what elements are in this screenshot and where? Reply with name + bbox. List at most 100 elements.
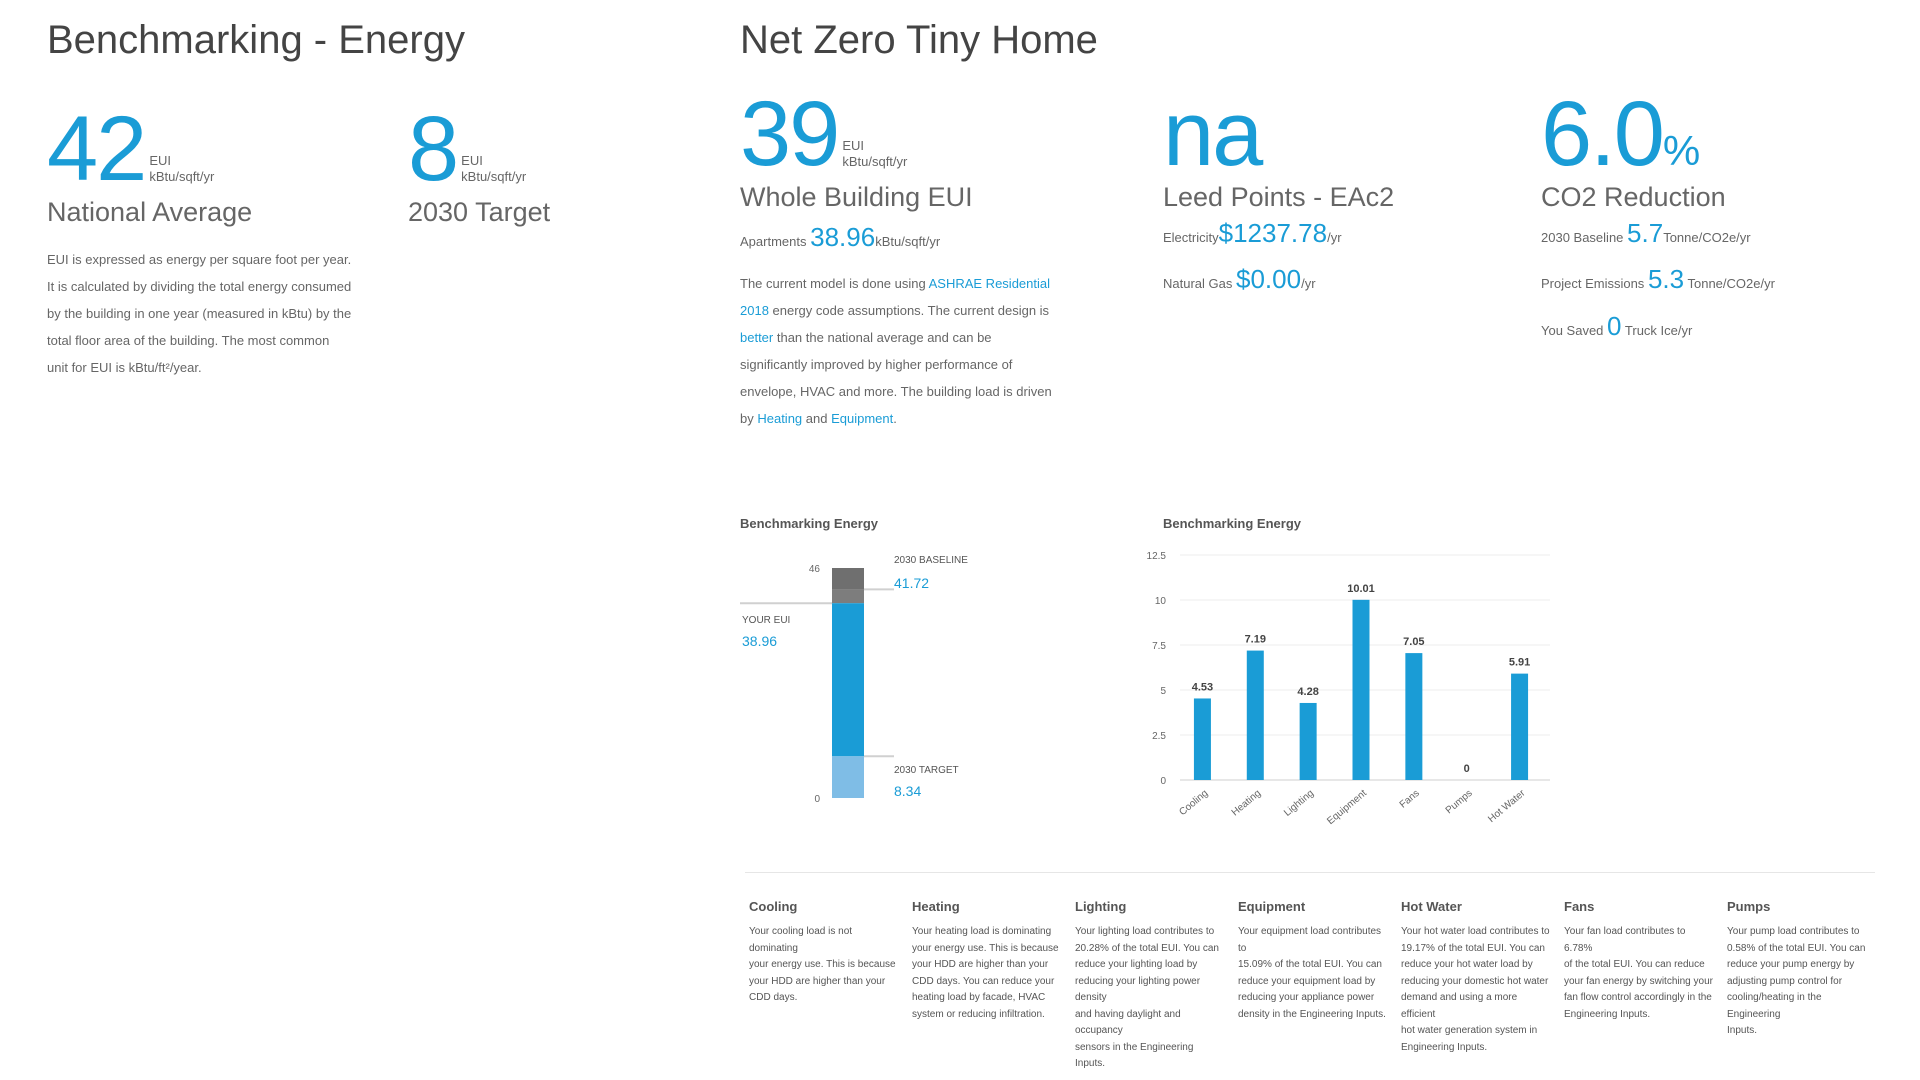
target-2030-label: 2030 Target	[408, 197, 551, 227]
tip-line: reduce your hot water load by	[1401, 959, 1533, 970]
tip-text: Your hot water load contributes to 19.17%…	[1401, 924, 1551, 1056]
tip-title: Pumps	[1727, 899, 1771, 914]
tip-title: Cooling	[749, 899, 798, 914]
tip-line: fan flow control accordingly in the	[1564, 992, 1712, 1003]
end-use-bar-chart: 0 2.5 5 7.5 10 12.5 4.53 Cooling 7.19 Heating 4.28…	[1147, 551, 1550, 827]
baseline-emissions: 2030 Baseline 5.7Tonne/CO2e/yr	[1541, 218, 1751, 248]
better-link[interactable]: better	[740, 330, 774, 345]
tip-lighting: Lighting Your lighting load contributes t…	[1075, 899, 1225, 1073]
co2-reduction-label: CO2 Reduction	[1541, 182, 1726, 212]
tip-fans: Fans Your fan load contributes to 6.78% of…	[1564, 899, 1714, 1023]
stack-bar-baseline-cap	[832, 568, 864, 590]
tip-line: 19.17% of the total EUI. You can	[1401, 942, 1545, 954]
national-average-kpi: 42 EUI kBtu/sqft/yr National Average	[47, 103, 252, 228]
national-average-value: 42	[47, 98, 147, 200]
ashrae-link[interactable]: ASHRAE Residential	[928, 276, 1050, 291]
tip-text: Your cooling load is not dominating your …	[749, 924, 899, 1007]
heating-link[interactable]: Heating	[757, 411, 803, 426]
your-eui-value: 38.96	[742, 633, 777, 649]
tip-line: cooling/heating in the Engineering	[1727, 992, 1822, 1020]
tip-title: Heating	[912, 899, 960, 914]
tip-title: Lighting	[1075, 899, 1127, 914]
model-description: The current model is done using ASHRAE R…	[740, 276, 1052, 426]
tip-line: reduce your lighting load by	[1075, 959, 1198, 970]
tip-hot-water: Hot Water Your hot water load contributes…	[1401, 899, 1551, 1056]
tip-line: adjusting pump control for	[1727, 975, 1843, 987]
stack-bar-your-eui	[832, 603, 864, 757]
tip-line: heating load by facade, HVAC	[912, 992, 1046, 1003]
benchmark-stack-chart-title: Benchmarking Energy	[740, 516, 878, 531]
tip-text: Your pump load contributes to 0.58% of th…	[1727, 924, 1877, 1040]
target-2030-kpi: 8 EUI kBtu/sqft/yr 2030 Target	[408, 103, 550, 228]
bar-value-label: 0	[1464, 763, 1470, 775]
tip-line: reduce your equipment load by	[1238, 975, 1376, 987]
x-tick-label: Hot Water	[1486, 787, 1528, 825]
tip-line: your HDD are higher than your	[749, 975, 886, 987]
tip-line: CDD days.	[749, 992, 798, 1003]
tip-line: 0.58% of the total EUI. You can	[1727, 942, 1866, 954]
you-saved: You Saved 0 Truck Ice/yr	[1541, 311, 1693, 341]
stack-bar-target	[832, 756, 864, 798]
tip-line: demand and using a more efficient	[1401, 992, 1518, 1020]
whole-building-eui-kpi: 39 EUI kBtu/sqft/yr Whole Building EUI	[740, 88, 973, 213]
target-2030-unit: EUI kBtu/sqft/yr	[461, 153, 527, 184]
tip-line: of the total EUI. You can reduce	[1564, 959, 1705, 970]
national-average-unit: EUI kBtu/sqft/yr	[149, 153, 215, 184]
equipment-link[interactable]: Equipment	[831, 411, 894, 426]
right-page-title: Net Zero Tiny Home	[740, 18, 1098, 62]
apartments-eui: Apartments 38.96kBtu/sqft/yr	[740, 222, 941, 252]
y-tick-label: 10	[1155, 596, 1167, 607]
ashrae-year-link[interactable]: 2018	[740, 303, 769, 318]
national-average-label: National Average	[47, 197, 253, 227]
x-tick-label: Fans	[1398, 788, 1422, 811]
tip-line: reducing your domestic hot water	[1401, 975, 1549, 987]
tip-line: 20.28% of the total EUI. You can	[1075, 942, 1219, 954]
stack-tick-zero: 0	[814, 794, 820, 805]
tip-title: Hot Water	[1401, 899, 1462, 914]
tip-equipment: Equipment Your equipment load contributes…	[1238, 899, 1388, 1023]
tip-title: Equipment	[1238, 899, 1306, 914]
tip-text: Your fan load contributes to 6.78% of the…	[1564, 924, 1714, 1023]
tip-line: Your heating load is dominating	[912, 926, 1052, 937]
tip-text: Your equipment load contributes to 15.09%…	[1238, 924, 1388, 1023]
target-value: 8.34	[894, 783, 921, 799]
tip-line: Your fan load contributes to 6.78%	[1564, 926, 1686, 954]
leed-points-value: na	[1163, 83, 1263, 185]
bar-value-label: 4.53	[1192, 681, 1213, 693]
bar-value-label: 5.91	[1509, 657, 1530, 669]
co2-reduction-kpi: 6.0% CO2 Reduction	[1541, 88, 1726, 213]
your-eui-label: YOUR EUI	[742, 615, 790, 626]
bar-value-label: 7.19	[1245, 634, 1266, 646]
tip-text: Your lighting load contributes to 20.28% …	[1075, 924, 1225, 1073]
y-tick-label: 5	[1160, 686, 1166, 697]
whole-building-eui-unit: EUI kBtu/sqft/yr	[842, 138, 908, 169]
tip-line: your HDD are higher than your	[912, 959, 1049, 970]
tip-line: system or reducing infiltration.	[912, 1008, 1045, 1020]
x-tick-label: Pumps	[1444, 788, 1475, 816]
stack-tick-max: 46	[809, 564, 821, 575]
tip-line: Inputs.	[1727, 1025, 1758, 1036]
tip-line: 15.09% of the total EUI. You can	[1238, 959, 1382, 970]
electricity-cost: Electricity$1237.78/yr	[1163, 218, 1342, 248]
bar-value-label: 10.01	[1347, 583, 1375, 595]
bar-heating	[1246, 650, 1264, 780]
whole-building-eui-label: Whole Building EUI	[740, 182, 973, 212]
tip-line: and having daylight and occupancy	[1075, 1008, 1181, 1037]
bar-lighting	[1299, 702, 1317, 780]
tip-line: Your hot water load contributes to	[1401, 926, 1550, 937]
left-page-title: Benchmarking - Energy	[47, 18, 465, 62]
x-tick-label: Heating	[1230, 788, 1263, 819]
bar-equipment	[1352, 599, 1370, 780]
tip-heating: Heating Your heating load is dominating yo…	[912, 899, 1062, 1023]
target-label: 2030 TARGET	[894, 765, 959, 776]
tip-line: hot water generation system in	[1401, 1025, 1538, 1036]
project-emissions: Project Emissions 5.3 Tonne/CO2e/yr	[1541, 264, 1775, 294]
benchmark-stack-chart: 46 0 2030 BASELINE 41.72 YOUR EUI 38.96 2030 T…	[740, 555, 968, 805]
y-tick-label: 7.5	[1152, 641, 1166, 652]
tip-line: CDD days. You can reduce your	[912, 975, 1055, 987]
baseline-value: 41.72	[894, 575, 929, 591]
leed-points-label: Leed Points - EAc2	[1163, 182, 1395, 212]
bar-value-label: 4.28	[1297, 686, 1318, 698]
y-tick-label: 0	[1160, 776, 1166, 787]
tip-line: Your lighting load contributes to	[1075, 926, 1215, 937]
